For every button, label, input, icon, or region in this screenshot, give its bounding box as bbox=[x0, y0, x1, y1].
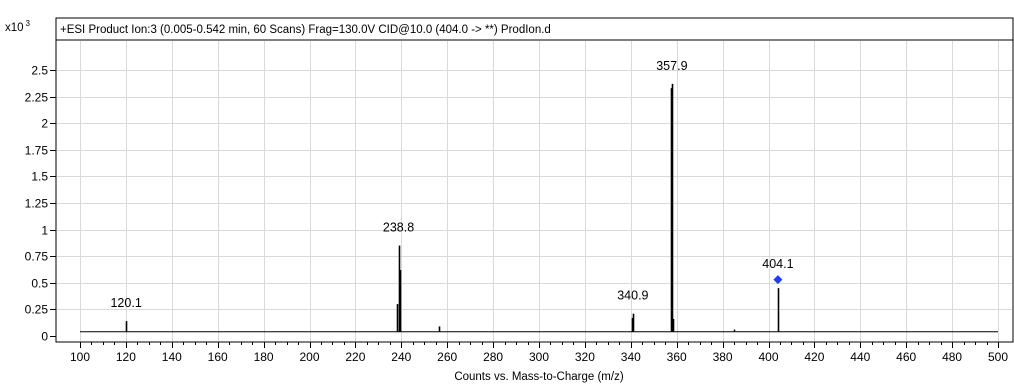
y-tick-label: 0.25 bbox=[25, 303, 49, 317]
chart-header-title: +ESI Product Ion:3 (0.005-0.542 min, 60 … bbox=[60, 24, 551, 36]
x-tick-label: 200 bbox=[299, 350, 319, 364]
x-tick-label: 360 bbox=[667, 350, 687, 364]
x-axis: 100 120 140 160 180 200 220 240 260 280 300 320 340 3… bbox=[70, 342, 1008, 364]
x-tick-label: 320 bbox=[575, 350, 595, 364]
grid bbox=[57, 41, 1012, 341]
y-tick-label: 0.75 bbox=[25, 250, 49, 264]
y-multiplier-label: x10 3 bbox=[5, 19, 31, 34]
x-tick-label: 180 bbox=[254, 350, 274, 364]
y-tick-label: 2.25 bbox=[25, 91, 49, 105]
peak-label: 404.1 bbox=[762, 257, 793, 271]
x-tick-label: 240 bbox=[391, 350, 411, 364]
y-tick-label: 1 bbox=[41, 224, 48, 238]
peak-label: 238.8 bbox=[383, 221, 414, 235]
peak-label: 357.9 bbox=[656, 59, 687, 73]
y-axis: 0 0.25 0.5 0.75 1 1.25 1.5 1.75 2 2.25 2.5 bbox=[25, 64, 56, 344]
x-tick-label: 400 bbox=[758, 350, 778, 364]
peak-label: 120.1 bbox=[110, 296, 141, 310]
x-tick-label: 140 bbox=[162, 350, 182, 364]
precursor-marker bbox=[773, 275, 783, 285]
x-axis-title: Counts vs. Mass-to-Charge (m/z) bbox=[454, 371, 624, 383]
y-tick-label: 2.5 bbox=[31, 64, 48, 78]
y-tick-label: 1.75 bbox=[25, 144, 49, 158]
x-tick-label: 440 bbox=[850, 350, 870, 364]
x-tick-label: 500 bbox=[988, 350, 1008, 364]
x-tick-label: 340 bbox=[621, 350, 641, 364]
x-tick-label: 380 bbox=[713, 350, 733, 364]
x-tick-label: 300 bbox=[529, 350, 549, 364]
y-multiplier-exponent: 3 bbox=[26, 19, 31, 28]
x-tick-label: 120 bbox=[116, 350, 136, 364]
peak-label: 340.9 bbox=[617, 289, 648, 303]
plot-frame bbox=[55, 39, 1014, 343]
x-tick-label: 460 bbox=[896, 350, 916, 364]
x-tick-label: 220 bbox=[345, 350, 365, 364]
y-tick-label: 0.5 bbox=[31, 277, 48, 291]
y-multiplier-base: x10 bbox=[5, 22, 24, 34]
y-tick-label: 2 bbox=[41, 117, 48, 131]
x-tick-label: 480 bbox=[942, 350, 962, 364]
x-tick-label: 420 bbox=[804, 350, 824, 364]
x-tick-label: 160 bbox=[208, 350, 228, 364]
peak-labels: 120.1 238.8 340.9 357.9 404.1 bbox=[110, 59, 793, 310]
y-tick-label: 0 bbox=[41, 330, 48, 344]
x-tick-label: 280 bbox=[483, 350, 503, 364]
x-tick-label: 260 bbox=[437, 350, 457, 364]
y-tick-label: 1.25 bbox=[25, 197, 49, 211]
y-tick-label: 1.5 bbox=[31, 170, 48, 184]
x-tick-label: 100 bbox=[70, 350, 90, 364]
spectrum-trace bbox=[80, 83, 998, 333]
